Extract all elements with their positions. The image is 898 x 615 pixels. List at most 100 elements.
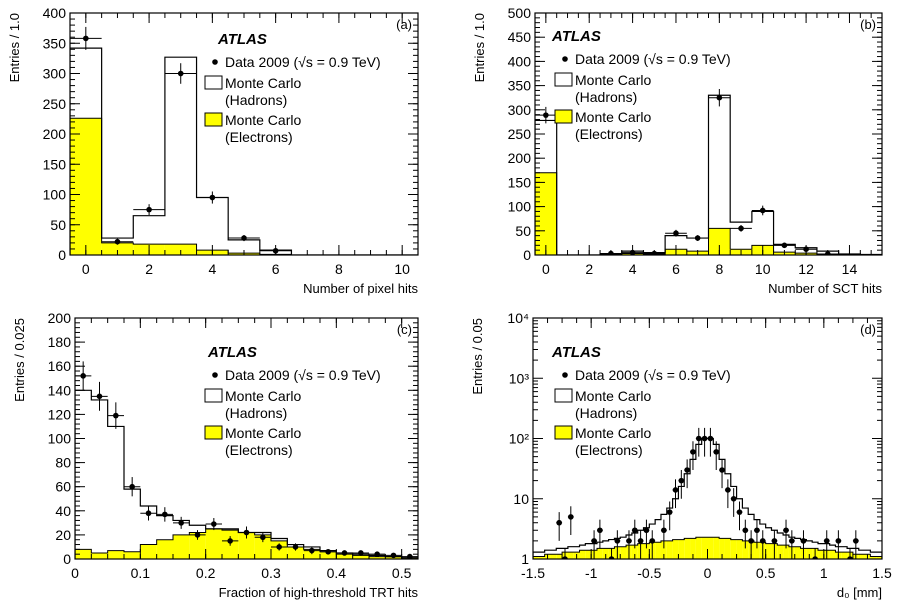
electrons-bar [707,537,714,559]
electrons-bar [91,552,108,559]
data-marker [562,556,568,559]
electrons-bar [620,546,627,559]
x-tick-label: 1.5 [872,565,892,581]
x-tick-label: 1 [820,565,828,581]
data-marker [759,538,766,544]
data-marker [568,514,574,520]
data-marker [759,207,766,214]
electrons-bar [858,554,865,559]
electrons-bar [336,554,353,559]
data-marker [684,467,690,473]
y-tick-label: 60 [55,479,71,495]
electrons-bar [783,545,789,559]
x-tick-label: 0.5 [756,565,776,581]
legend-data-label: Data 2009 (√s = 0.9 TeV) [225,54,381,70]
electrons-bar [352,555,369,559]
legend: ATLAS Data 2009 (√s = 0.9 TeV) Monte Carlo… [204,344,381,458]
electrons-bar [320,551,337,559]
data-point [228,235,260,242]
data-marker [748,538,754,544]
data-point [695,427,702,457]
electrons-bar [672,539,679,559]
y-tick-label: 0 [58,247,66,263]
data-marker [608,556,615,559]
data-point [730,488,737,517]
data-marker [358,550,364,556]
legend-hadrons-label: Monte Carlo [575,388,651,404]
legend-hadrons-label-2: (Hadrons) [575,405,637,421]
data-marker [694,235,701,241]
data-point [608,548,615,559]
data-marker [591,538,597,544]
data-marker [292,544,299,550]
data-marker [812,556,818,559]
x-tick-label: 10 [755,261,771,277]
electrons-bar [684,538,691,559]
legend-hadrons-label: Monte Carlo [225,388,301,404]
data-point [140,505,157,521]
data-marker [754,527,760,534]
data-point [672,479,679,509]
data-point [101,238,134,245]
y-tick-label: 140 [48,382,72,398]
data-marker [178,520,184,526]
plot-area [533,427,882,559]
electrons-bar [585,550,592,559]
data-marker [243,529,250,536]
data-point [107,402,124,429]
atlas-label: ATLAS [551,28,601,45]
electrons-bar [602,548,609,559]
y-tick-label: 150 [43,156,67,172]
data-point [556,512,563,541]
y-tick-label: 100 [43,187,67,203]
data-point [133,204,165,216]
x-tick-label: 0.5 [392,565,412,581]
chart-panel-2: 0 50 100 150 200 250 300 350 400 450 500 0 2 4 6 8 10 12 1… [472,5,883,296]
data-point [205,518,222,531]
data-marker [556,519,562,526]
electrons-bar [533,556,539,559]
data-point [535,106,557,124]
data-marker [241,235,247,241]
data-point [91,381,108,411]
data-point [707,427,714,457]
data-marker [390,552,397,559]
legend-electrons-label-2: (Electrons) [575,442,643,458]
data-point [164,63,197,84]
legend-electrons-label: Monte Carlo [225,425,301,441]
data-point [773,242,796,249]
data-point [701,427,708,457]
electrons-bar [690,538,696,559]
y-tick-label: 350 [43,35,67,51]
legend-electrons-swatch [204,425,223,440]
legend-hadrons-label-2: (Hadrons) [575,89,637,105]
data-point [385,552,402,559]
x-tick-label: 6 [272,261,280,277]
legend-data-marker [562,372,568,378]
electrons-bar [660,540,667,559]
electrons-bar [829,550,836,559]
electrons-bar [818,550,824,559]
legend-electrons-swatch [554,109,573,124]
y-axis-label: Entries / 0.05 [470,318,485,395]
data-point [751,205,774,216]
data-marker [823,538,830,544]
data-marker [260,534,266,541]
data-point [759,530,766,559]
data-point [783,519,789,549]
x-axis-label: Number of pixel hits [303,281,418,296]
data-point [800,530,807,559]
data-marker [129,483,135,490]
data-point [352,550,369,556]
data-point [320,548,337,555]
legend-data-label: Data 2009 (√s = 0.9 TeV) [225,367,381,383]
electrons-bar [643,543,650,559]
y-axis-label: Entries / 1.0 [7,13,22,82]
x-tick-label: 12 [798,261,814,277]
data-point [222,536,239,546]
x-axis-label: Fraction of high-threshold TRT hits [219,585,419,600]
y-tick-label: 180 [48,334,72,350]
electrons-bar [794,546,801,559]
data-marker [783,527,789,534]
data-marker [146,206,152,213]
